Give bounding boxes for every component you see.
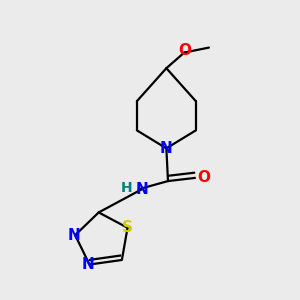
Text: O: O [178,44,191,59]
Text: S: S [122,220,133,235]
Text: O: O [197,170,211,185]
Text: N: N [82,257,94,272]
Text: N: N [160,141,173,156]
Text: N: N [67,228,80,243]
Text: N: N [135,182,148,197]
Text: H: H [120,181,132,195]
